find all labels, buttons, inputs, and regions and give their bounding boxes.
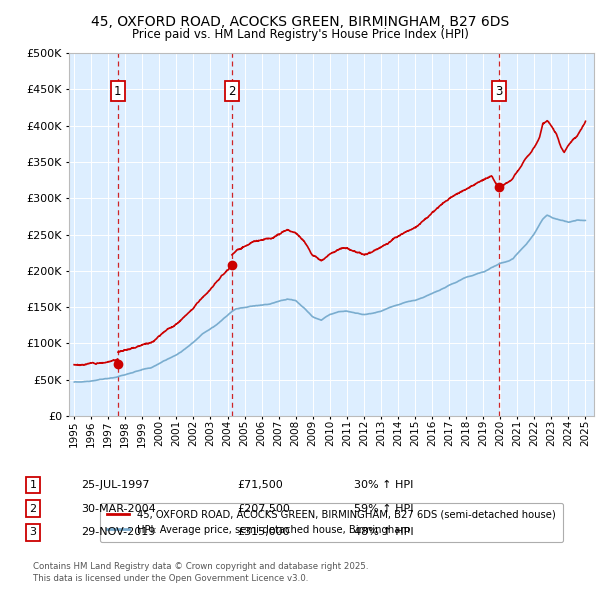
Text: Price paid vs. HM Land Registry's House Price Index (HPI): Price paid vs. HM Land Registry's House … — [131, 28, 469, 41]
Text: 3: 3 — [29, 527, 37, 537]
Text: 59% ↑ HPI: 59% ↑ HPI — [354, 504, 413, 513]
Text: 3: 3 — [495, 85, 503, 98]
Text: 30% ↑ HPI: 30% ↑ HPI — [354, 480, 413, 490]
Text: 48% ↑ HPI: 48% ↑ HPI — [354, 527, 413, 537]
Text: £71,500: £71,500 — [237, 480, 283, 490]
Text: Contains HM Land Registry data © Crown copyright and database right 2025.
This d: Contains HM Land Registry data © Crown c… — [33, 562, 368, 583]
Text: £207,500: £207,500 — [237, 504, 290, 513]
Text: 30-MAR-2004: 30-MAR-2004 — [81, 504, 156, 513]
Legend: 45, OXFORD ROAD, ACOCKS GREEN, BIRMINGHAM, B27 6DS (semi-detached house), HPI: A: 45, OXFORD ROAD, ACOCKS GREEN, BIRMINGHA… — [100, 503, 563, 542]
Text: 2: 2 — [29, 504, 37, 513]
Text: 2: 2 — [228, 85, 236, 98]
Text: 25-JUL-1997: 25-JUL-1997 — [81, 480, 149, 490]
Text: 1: 1 — [114, 85, 121, 98]
Text: 29-NOV-2019: 29-NOV-2019 — [81, 527, 155, 537]
Text: 45, OXFORD ROAD, ACOCKS GREEN, BIRMINGHAM, B27 6DS: 45, OXFORD ROAD, ACOCKS GREEN, BIRMINGHA… — [91, 15, 509, 30]
Text: £315,000: £315,000 — [237, 527, 290, 537]
Text: 1: 1 — [29, 480, 37, 490]
